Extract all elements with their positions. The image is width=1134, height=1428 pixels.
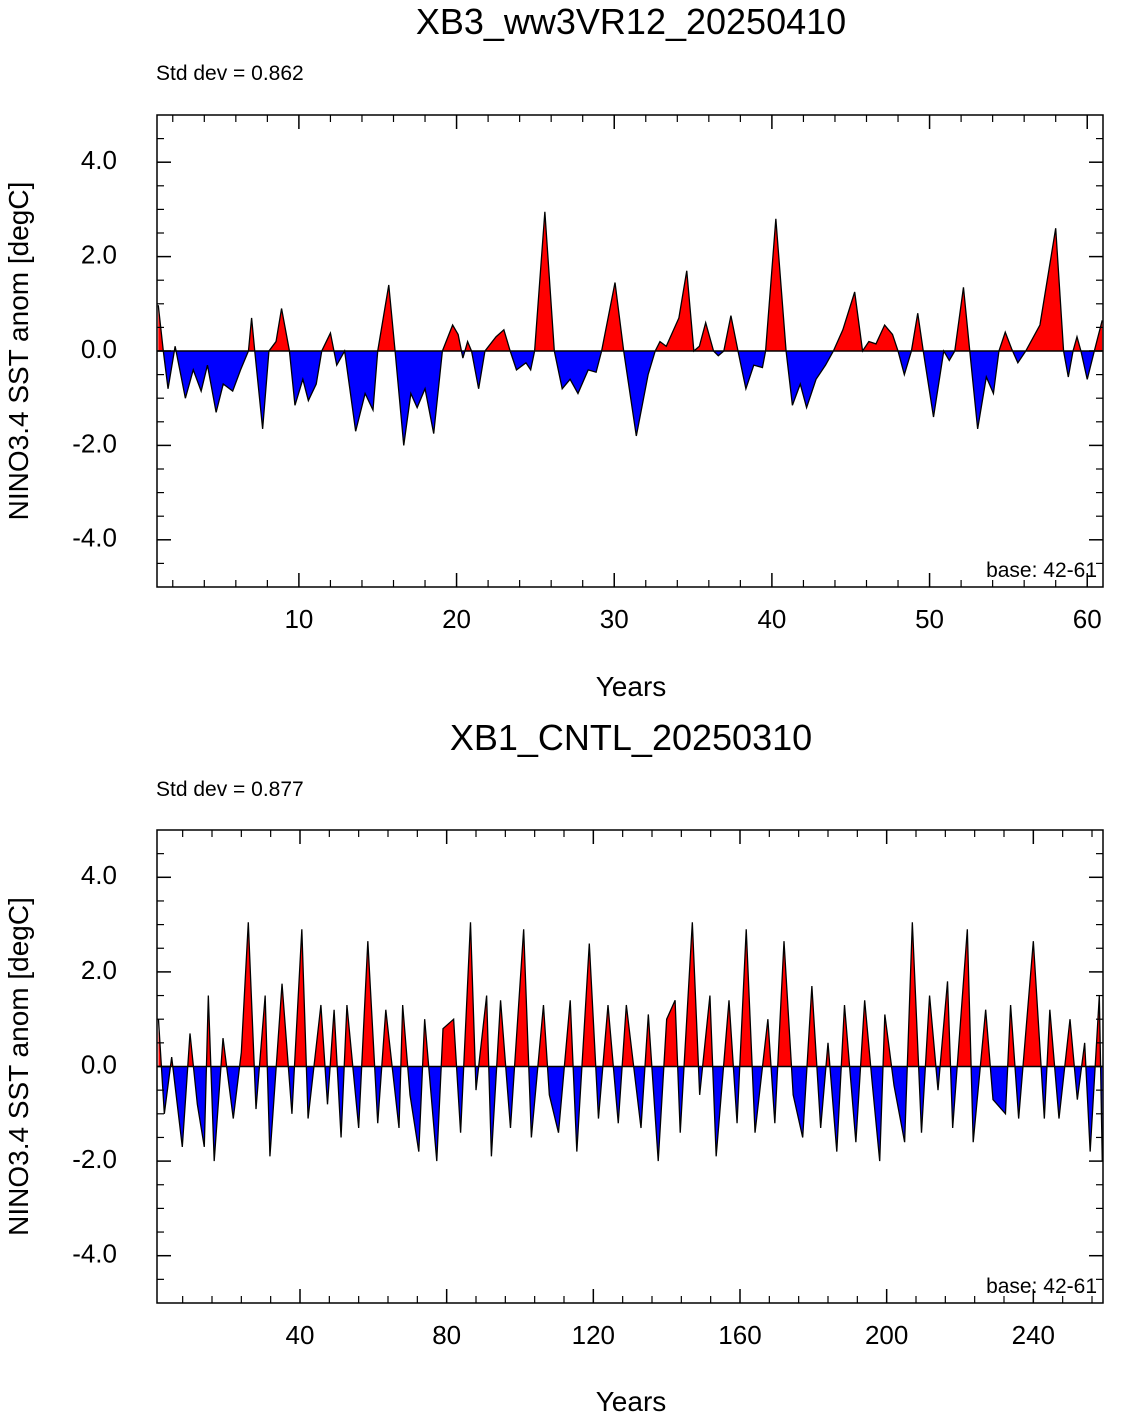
x-tick-label: 240 xyxy=(1012,1320,1055,1350)
y-axis-label: NINO3.4 SST anom [degC] xyxy=(3,182,34,521)
y-tick-label: 4.0 xyxy=(81,860,117,890)
x-axis-label: Years xyxy=(596,671,667,702)
series-line xyxy=(157,211,1103,446)
negative-fill xyxy=(158,351,1103,446)
x-tick-label: 200 xyxy=(865,1320,908,1350)
x-tick-label: 20 xyxy=(442,604,471,634)
y-tick-label: 2.0 xyxy=(81,955,117,985)
positive-fill xyxy=(158,922,1103,1067)
x-tick-label: 80 xyxy=(432,1320,461,1350)
x-tick-label: 40 xyxy=(757,604,786,634)
y-tick-label: -2.0 xyxy=(72,428,117,458)
x-tick-label: 160 xyxy=(718,1320,761,1350)
y-tick-label: 0.0 xyxy=(81,1049,117,1079)
y-tick-label: 4.0 xyxy=(81,145,117,175)
y-axis-label: NINO3.4 SST anom [degC] xyxy=(3,897,34,1236)
chart-title: XB1_CNTL_20250310 xyxy=(450,717,812,758)
x-tick-label: 30 xyxy=(600,604,629,634)
std-dev-label: Std dev = 0.877 xyxy=(156,778,304,801)
x-tick-label: 60 xyxy=(1073,604,1102,634)
y-tick-label: -4.0 xyxy=(72,1239,117,1269)
x-tick-label: 120 xyxy=(572,1320,615,1350)
base-annotation: base: 42-61 xyxy=(986,559,1097,582)
x-tick-label: 40 xyxy=(286,1320,315,1350)
y-tick-label: -2.0 xyxy=(72,1144,117,1174)
std-dev-label: Std dev = 0.862 xyxy=(156,62,304,85)
y-tick-label: -4.0 xyxy=(72,523,117,553)
y-tick-label: 0.0 xyxy=(81,334,117,364)
x-tick-label: 10 xyxy=(284,604,313,634)
chart-title: XB3_ww3VR12_20250410 xyxy=(416,1,846,42)
y-tick-label: 2.0 xyxy=(81,239,117,269)
x-axis-label: Years xyxy=(596,1386,667,1417)
series-line xyxy=(157,922,1103,1162)
positive-fill xyxy=(158,211,1103,351)
x-tick-label: 50 xyxy=(915,604,944,634)
base-annotation: base: 42-61 xyxy=(986,1275,1097,1298)
